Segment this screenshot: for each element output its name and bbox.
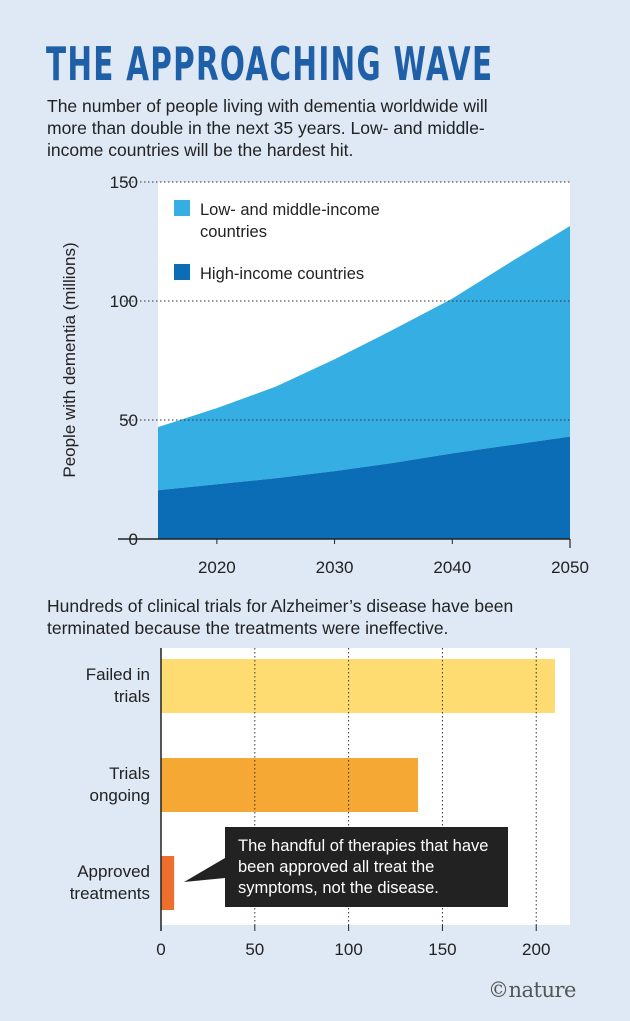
bar-failed-in-trials (161, 659, 555, 713)
area-series-low-middle-income (158, 226, 570, 491)
y-tick-label: 50 (119, 411, 138, 430)
nature-logo: ©nature (488, 978, 576, 1002)
y-tick-label: 150 (110, 173, 138, 192)
bar-approved-treatments (161, 856, 175, 910)
x-tick-label: 50 (245, 940, 264, 959)
approved-treatments-annotation: The handful of therapies that have been … (225, 827, 508, 907)
x-tick-label: 200 (522, 940, 550, 959)
x-tick-label: 100 (334, 940, 362, 959)
x-tick-label: 2050 (551, 558, 589, 577)
x-tick-label: 0 (156, 940, 165, 959)
bar-category-label: Failed in trials (86, 665, 150, 706)
page-title: THE APPROACHING WAVE (46, 37, 494, 91)
legend-label-high-income: High-income countries (200, 265, 364, 283)
legend-swatch-high-income (174, 264, 190, 280)
bar-category-label: Trials ongoing (89, 764, 150, 805)
y-axis-label: People with dementia (millions) (60, 242, 79, 477)
page-subtitle: The number of people living with dementi… (47, 96, 488, 160)
x-tick-label: 2020 (198, 558, 236, 577)
area-series-high-income (158, 436, 570, 539)
bar-category-label: Approved treatments (70, 862, 150, 903)
annotation-pointer (184, 858, 225, 882)
legend-swatch-low-middle-income (174, 200, 190, 216)
x-tick-label: 150 (428, 940, 456, 959)
x-tick-label: 2030 (316, 558, 354, 577)
x-tick-label: 2040 (433, 558, 471, 577)
legend-label-low-middle-income: Low- and middle-income countries (200, 201, 380, 241)
bar-trials-ongoing (161, 758, 419, 812)
bar-chart-intro: Hundreds of clinical trials for Alzheime… (47, 596, 514, 638)
y-tick-label: 100 (110, 292, 138, 311)
